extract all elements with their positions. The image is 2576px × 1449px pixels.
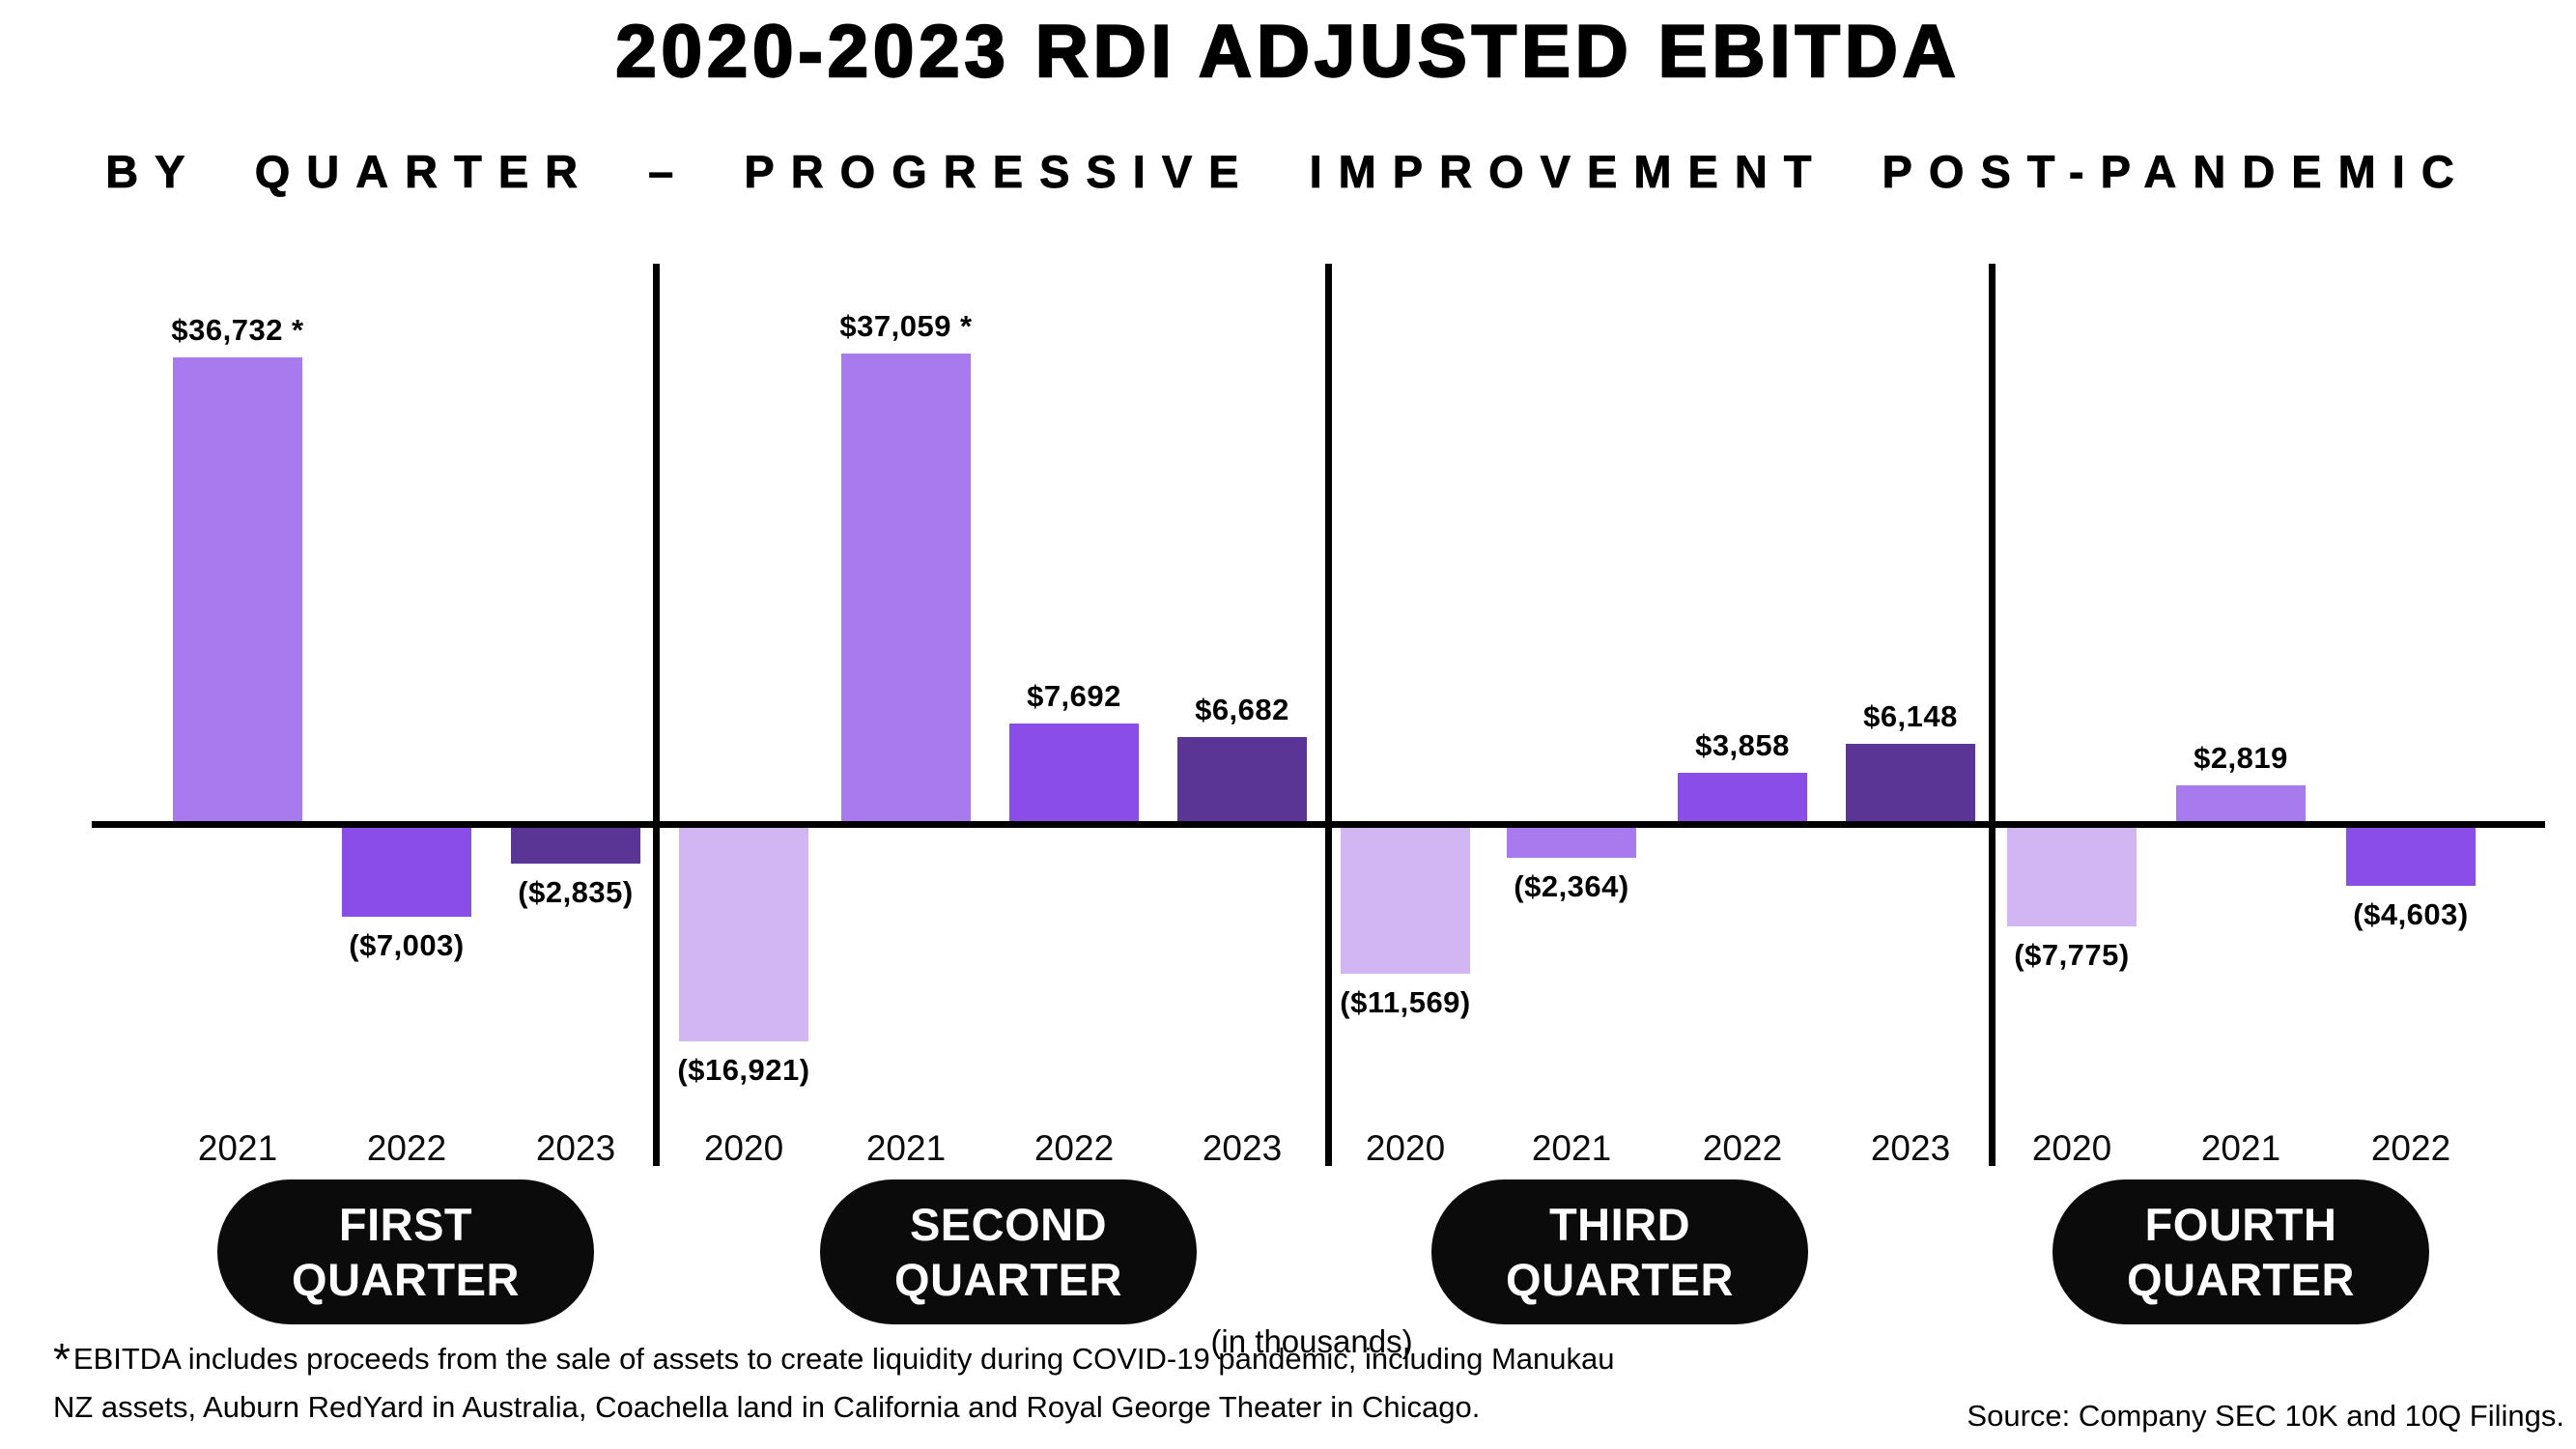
bar-first-quarter-2023 [511,828,640,864]
quarter-pill-label: FOURTH [2144,1199,2337,1250]
value-label-2022: $3,858 [1695,728,1790,762]
year-label-2022: 2022 [366,1128,447,1168]
bar-first-quarter-2021 [173,357,302,821]
quarter-pill-second: SECOND QUARTER [820,1179,1197,1324]
quarter-pill-third: THIRD QUARTER [1431,1179,1808,1324]
value-label-2023: $6,148 [1863,699,1958,733]
quarter-divider-line [1325,264,1332,1166]
bar-second-quarter-2023 [1177,737,1307,821]
bar-third-quarter-2021 [1507,828,1636,858]
bar-fourth-quarter-2022 [2346,828,2476,886]
year-label-2023: 2023 [1202,1128,1283,1168]
value-label-2022: $7,692 [1027,679,1121,713]
footnote-line1: *EBITDA includes proceeds from the sale … [53,1335,1637,1383]
year-label-2021: 2021 [865,1128,947,1168]
footnote-line2: NZ assets, Auburn RedYard in Australia, … [53,1390,1481,1424]
quarter-pill-label: QUARTER [894,1254,1122,1305]
quarter-pill-label: QUARTER [1506,1254,1734,1305]
bar-fourth-quarter-2021 [2176,785,2306,821]
year-label-2020: 2020 [2031,1128,2112,1168]
footnote-line1-text: EBITDA includes proceeds from the sale o… [72,1342,1615,1376]
footnote-asterisk: * [53,1334,71,1384]
year-label-2022: 2022 [1702,1128,1783,1168]
bar-second-quarter-2021 [841,354,971,821]
year-label-2020: 2020 [1365,1128,1446,1168]
quarter-pill-label: QUARTER [2127,1254,2355,1305]
quarter-pill-label: THIRD [1548,1199,1691,1250]
bar-third-quarter-2022 [1678,773,1807,821]
units-note: (in thousands) [1210,1323,1413,1359]
source-citation: Source: Company SEC 10K and 10Q Filings. [1967,1399,2564,1433]
value-label-2020: ($11,569) [1340,985,1471,1019]
bar-fourth-quarter-2020 [2007,828,2137,926]
quarter-pill-label: SECOND [909,1199,1108,1250]
x-axis-zero-line [92,821,2545,828]
page-title: 2020-2023 RDI ADJUSTED EBITDA [614,10,1961,94]
year-label-2021: 2021 [2200,1128,2281,1168]
value-label-2021: $37,059 * [839,309,973,343]
footnote: *EBITDA includes proceeds from the sale … [53,1335,1637,1432]
quarter-pill-first: FIRST QUARTER [217,1179,594,1324]
year-label-2021: 2021 [1531,1128,1612,1168]
value-label-2023: ($2,835) [518,875,634,909]
bar-first-quarter-2022 [342,828,471,917]
year-label-2023: 2023 [1870,1128,1951,1168]
value-label-2022: ($4,603) [2353,897,2469,931]
year-label-2023: 2023 [535,1128,616,1168]
quarter-pill-label: FIRST [338,1199,473,1250]
value-label-2021: ($2,364) [1514,869,1629,903]
year-label-2022: 2022 [1033,1128,1115,1168]
quarter-divider-line [653,264,660,1166]
value-label-2021: $2,819 [2194,741,2288,775]
bar-third-quarter-2023 [1846,744,1975,821]
year-label-2021: 2021 [197,1128,278,1168]
value-label-2022: ($7,003) [349,928,465,962]
value-label-2020: ($7,775) [2014,938,2130,972]
quarter-divider-line [1989,264,1996,1166]
page-subtitle: BY QUARTER – PROGRESSIVE IMPROVEMENT POS… [105,146,2471,198]
value-label-2021: $36,732 * [171,313,304,347]
value-label-2020: ($16,921) [677,1053,810,1087]
value-label-2023: $6,682 [1195,693,1289,726]
year-label-2020: 2020 [703,1128,784,1168]
quarter-pill-label: QUARTER [292,1254,520,1305]
year-label-2022: 2022 [2370,1128,2451,1168]
bar-second-quarter-2022 [1009,724,1139,821]
bar-second-quarter-2020 [679,828,808,1041]
bar-third-quarter-2020 [1341,828,1470,974]
quarter-pill-fourth: FOURTH QUARTER [2052,1179,2429,1324]
